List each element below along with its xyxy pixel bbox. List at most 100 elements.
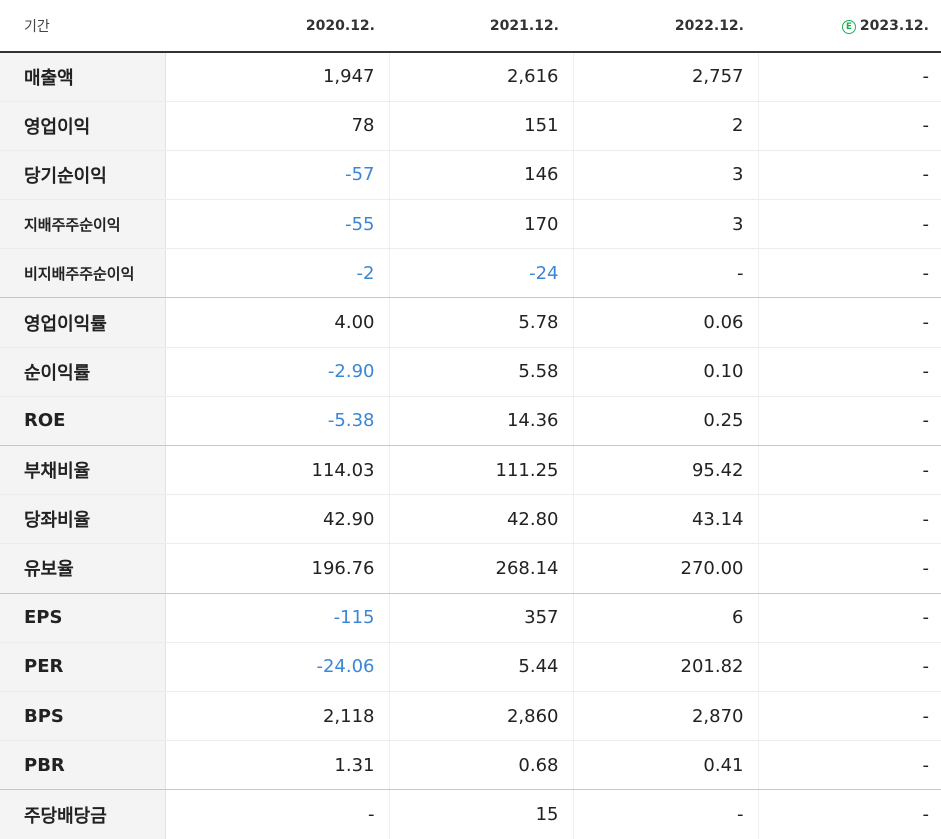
row-label: ROE <box>0 396 166 447</box>
row-label: PER <box>0 642 166 692</box>
row-label: 순이익률 <box>0 347 166 397</box>
row-label: EPS <box>0 593 166 643</box>
value-cell: - <box>573 789 759 839</box>
row-label: 주당배당금 <box>0 789 166 839</box>
table-row: PBR 1.31 0.68 0.41- <box>0 740 941 791</box>
value-cell: 15 <box>389 789 574 839</box>
value-cell: 0.10 <box>573 347 759 397</box>
value-cell: 170 <box>389 199 574 250</box>
row-label: 매출액 <box>0 52 166 102</box>
value-cell: -55 <box>165 199 390 250</box>
value-cell: 1,947 <box>165 52 390 102</box>
value-cell: 268.14 <box>389 543 574 594</box>
row-label: 당기순이익 <box>0 150 166 201</box>
value-cell: 2 <box>573 101 759 151</box>
value-cell: 2,870 <box>573 691 759 742</box>
table-row: EPS -115 357 6- <box>0 593 941 643</box>
estimate-badge-icon: E <box>841 19 856 34</box>
value-cell: 4.00 <box>165 297 390 348</box>
row-label: 영업이익률 <box>0 297 166 348</box>
row-label: 유보율 <box>0 543 166 594</box>
year-header-2020: 2020.12. <box>165 0 389 53</box>
value-cell: 151 <box>389 101 574 151</box>
table-row: 부채비율 114.03 111.25 95.42- <box>0 445 941 496</box>
value-cell: -57 <box>165 150 390 201</box>
value-cell: 42.90 <box>165 494 390 545</box>
table-row: 영업이익률 4.00 5.78 0.06- <box>0 297 941 348</box>
value-cell: - <box>758 691 941 742</box>
period-header: 기간 <box>0 0 165 53</box>
table-row: ROE -5.38 14.36 0.25- <box>0 396 941 447</box>
value-cell: 42.80 <box>389 494 574 545</box>
value-cell: 270.00 <box>573 543 759 594</box>
value-cell: - <box>758 248 941 299</box>
row-label: 영업이익 <box>0 101 166 151</box>
table-row: 매출액 1,947 2,616 2,757- <box>0 52 941 102</box>
row-label: 당좌비율 <box>0 494 166 545</box>
value-cell: -2 <box>165 248 390 299</box>
header-row: 기간 2020.12. 2021.12. 2022.12. E 2023.12. <box>0 0 941 53</box>
value-cell: 357 <box>389 593 574 643</box>
value-cell: - <box>758 494 941 545</box>
value-cell: - <box>573 248 759 299</box>
year-header-2021: 2021.12. <box>389 0 573 53</box>
year-header-2022: 2022.12. <box>573 0 758 53</box>
value-cell: 5.44 <box>389 642 574 692</box>
table-row: 주당배당금 -15- - <box>0 789 941 839</box>
row-label: 비지배주주순이익 <box>0 248 166 299</box>
value-cell: 95.42 <box>573 445 759 496</box>
value-cell: -115 <box>165 593 390 643</box>
value-cell: - <box>758 396 941 447</box>
year-header-2023-label: 2023.12. <box>859 17 929 34</box>
value-cell: 6 <box>573 593 759 643</box>
value-cell: 78 <box>165 101 390 151</box>
table-row: 영업이익 78 151 2- <box>0 101 941 151</box>
value-cell: - <box>758 297 941 348</box>
value-cell: 2,118 <box>165 691 390 742</box>
value-cell: - <box>758 543 941 594</box>
value-cell: - <box>758 347 941 397</box>
table-row: BPS 2,118 2,860 2,870- <box>0 691 941 742</box>
value-cell: 201.82 <box>573 642 759 692</box>
value-cell: 2,860 <box>389 691 574 742</box>
value-cell: 146 <box>389 150 574 201</box>
value-cell: - <box>758 101 941 151</box>
row-label: 부채비율 <box>0 445 166 496</box>
table-row: 당기순이익 -57 146 3- <box>0 150 941 201</box>
value-cell: - <box>922 804 930 826</box>
value-cell: 0.25 <box>573 396 759 447</box>
value-cell: -2.90 <box>165 347 390 397</box>
value-cell: - <box>758 642 941 692</box>
table-row: 지배주주순이익 -55 170 3- <box>0 199 941 250</box>
value-cell: 5.78 <box>389 297 574 348</box>
value-cell: - <box>758 740 941 791</box>
table-row: PER -24.06 5.44 201.82- <box>0 642 941 692</box>
value-cell: 196.76 <box>165 543 390 594</box>
value-cell: - <box>758 52 941 102</box>
value-cell: 114.03 <box>165 445 390 496</box>
value-cell: 0.68 <box>389 740 574 791</box>
value-cell: -24.06 <box>165 642 390 692</box>
table-row: 비지배주주순이익 -2 -24- - <box>0 248 941 299</box>
value-cell: 111.25 <box>389 445 574 496</box>
value-cell: 3 <box>573 150 759 201</box>
value-cell: -24 <box>389 248 574 299</box>
row-label: 지배주주순이익 <box>0 199 166 250</box>
table-row: 유보율 196.76 268.14 270.00- <box>0 543 941 594</box>
value-cell: - <box>165 789 390 839</box>
value-cell: 0.06 <box>573 297 759 348</box>
row-label: PBR <box>0 740 166 791</box>
table-body: 매출액 1,947 2,616 2,757- 영업이익 78 151 2- 당기순이익 -57 14… <box>0 52 941 839</box>
value-cell: - <box>758 445 941 496</box>
year-header-2023-estimate: E 2023.12. <box>758 0 941 53</box>
value-cell: 43.14 <box>573 494 759 545</box>
value-cell: - <box>758 593 941 643</box>
value-cell: 0.41 <box>573 740 759 791</box>
value-cell: 3 <box>573 199 759 250</box>
value-cell: 2,757 <box>573 52 759 102</box>
value-cell: 5.58 <box>389 347 574 397</box>
table-header: 기간 2020.12. 2021.12. 2022.12. E 2023.12. <box>0 0 941 53</box>
value-cell: 1.31 <box>165 740 390 791</box>
value-cell: 2,616 <box>389 52 574 102</box>
